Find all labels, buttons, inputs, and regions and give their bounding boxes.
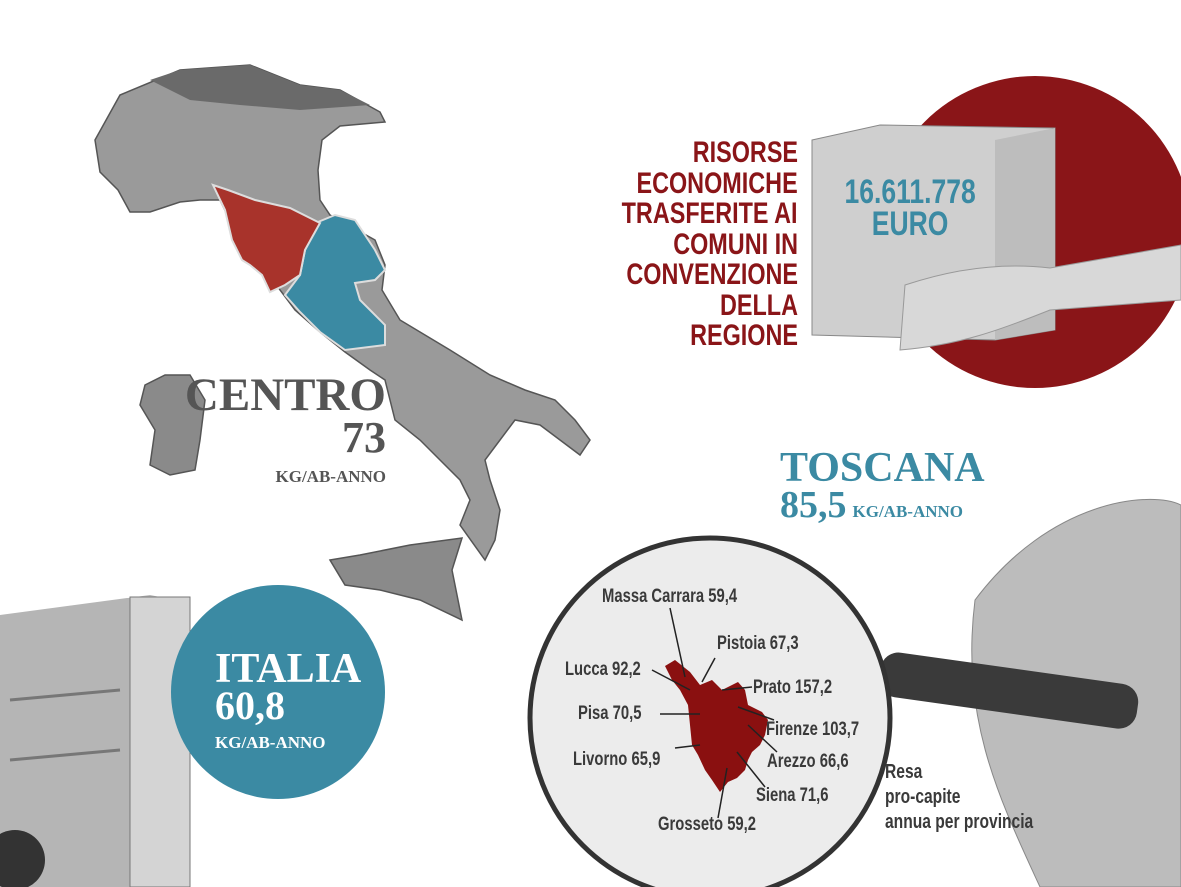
blue-circle <box>171 585 385 799</box>
toscana-value: 85,5 <box>780 484 847 526</box>
risorse-line: RISORSE <box>692 136 798 169</box>
province-label-firenze: Firenze 103,7 <box>766 719 860 740</box>
province-label-siena: Siena 71,6 <box>756 785 829 806</box>
toscana-label-block: TOSCANA 85,5 KG/AB-ANNO <box>780 445 985 529</box>
centro-label-block: CENTRO 73 KG/AB-ANNO <box>150 372 386 488</box>
province-label-pisa: Pisa 70,5 <box>578 703 642 724</box>
resa-caption: Resa pro-capite annua per provincia <box>885 761 1034 833</box>
province-label-prato: Prato 157,2 <box>753 677 833 698</box>
garbage-truck-image <box>0 595 191 887</box>
risorse-line: CONVENZIONE <box>626 258 798 291</box>
sicily <box>328 537 464 622</box>
centro-unit: KG/AB-ANNO <box>275 467 387 486</box>
centro-value: 73 <box>342 413 386 462</box>
risorse-line: COMUNI IN <box>673 227 798 261</box>
province-label-grosseto: Grosseto 59,2 <box>658 814 757 835</box>
amount-value: 16.611.778 <box>844 173 976 211</box>
province-label-lucca: Lucca 92,2 <box>565 659 641 680</box>
toscana-title: TOSCANA <box>780 445 985 491</box>
italia-title: ITALIA <box>215 646 362 692</box>
province-label-livorno: Livorno 65,9 <box>573 749 661 770</box>
italia-unit: KG/AB-ANNO <box>215 733 326 752</box>
province-label-arezzo: Arezzo 66,6 <box>767 751 849 772</box>
province-label-pistoia: Pistoia 67,3 <box>717 633 799 654</box>
sardinia <box>139 374 206 476</box>
italy-map <box>94 64 591 622</box>
italia-value: 60,8 <box>215 683 285 728</box>
risorse-line: TRASFERITE AI <box>622 197 798 230</box>
province-label-massa-carrara: Massa Carrara 59,4 <box>602 586 738 607</box>
risorse-amount: 16.611.778 EURO <box>800 173 1020 243</box>
centro-regions <box>283 213 387 352</box>
tuscany-region <box>211 183 322 294</box>
risorse-line: ECONOMICHE <box>636 166 798 200</box>
risorse-line: DELLA REGIONE <box>690 288 798 352</box>
italia-label-block: ITALIA 60,8 KG/AB-ANNO <box>215 646 362 754</box>
magnifying-glass-image <box>527 498 1181 887</box>
risorse-heading: RISORSE ECONOMICHE TRASFERITE AI COMUNI … <box>560 136 798 352</box>
leader-lines <box>651 607 778 819</box>
amount-currency: EURO <box>871 205 949 243</box>
toscana-unit: KG/AB-ANNO <box>852 502 964 521</box>
box-image <box>811 124 1181 351</box>
centro-title: CENTRO <box>184 369 386 421</box>
